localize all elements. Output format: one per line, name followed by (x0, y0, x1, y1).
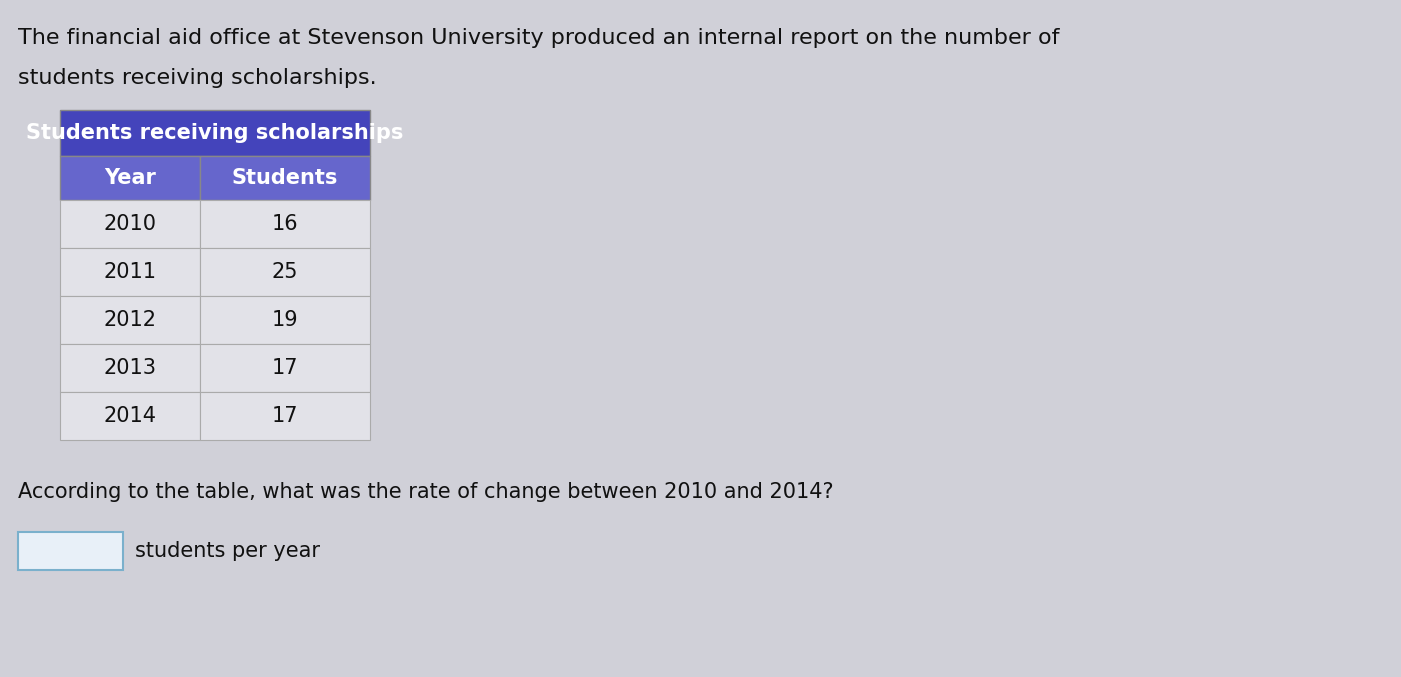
Text: Year: Year (104, 168, 156, 188)
Text: According to the table, what was the rate of change between 2010 and 2014?: According to the table, what was the rat… (18, 482, 834, 502)
Text: 25: 25 (272, 262, 298, 282)
FancyBboxPatch shape (200, 248, 370, 296)
Text: 2013: 2013 (104, 358, 157, 378)
FancyBboxPatch shape (200, 392, 370, 440)
Text: 2011: 2011 (104, 262, 157, 282)
Text: The financial aid office at Stevenson University produced an internal report on : The financial aid office at Stevenson Un… (18, 28, 1059, 48)
FancyBboxPatch shape (60, 248, 200, 296)
Text: students receiving scholarships.: students receiving scholarships. (18, 68, 377, 88)
FancyBboxPatch shape (60, 392, 200, 440)
Text: 2010: 2010 (104, 214, 157, 234)
Text: Students receiving scholarships: Students receiving scholarships (27, 123, 403, 143)
Text: 17: 17 (272, 358, 298, 378)
Text: 2014: 2014 (104, 406, 157, 426)
Text: 2012: 2012 (104, 310, 157, 330)
Text: students per year: students per year (134, 541, 319, 561)
FancyBboxPatch shape (60, 296, 200, 344)
FancyBboxPatch shape (200, 296, 370, 344)
FancyBboxPatch shape (60, 200, 200, 248)
Text: 17: 17 (272, 406, 298, 426)
FancyBboxPatch shape (200, 156, 370, 200)
FancyBboxPatch shape (200, 200, 370, 248)
Text: Students: Students (231, 168, 338, 188)
Text: 19: 19 (272, 310, 298, 330)
FancyBboxPatch shape (200, 344, 370, 392)
FancyBboxPatch shape (60, 156, 200, 200)
FancyBboxPatch shape (60, 110, 370, 156)
FancyBboxPatch shape (18, 532, 123, 570)
Text: 16: 16 (272, 214, 298, 234)
FancyBboxPatch shape (60, 344, 200, 392)
